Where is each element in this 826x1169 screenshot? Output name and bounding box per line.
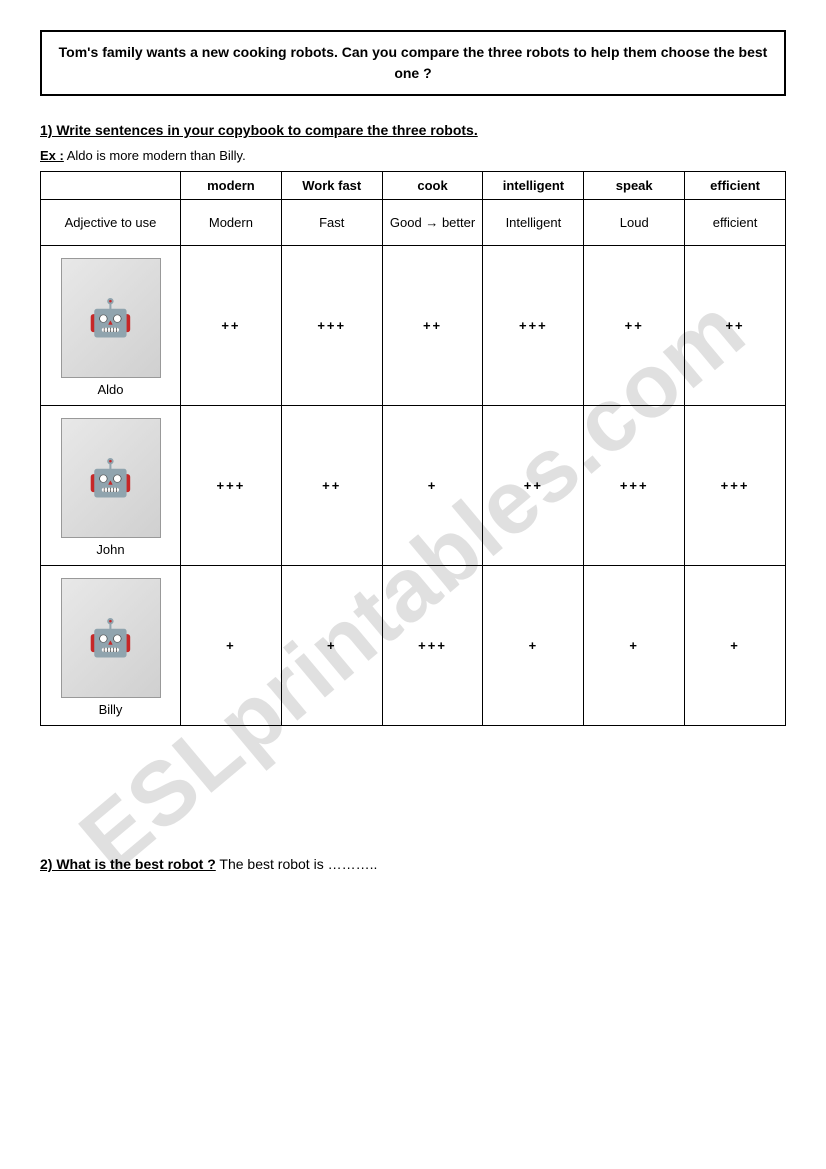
table-row: 🤖 Aldo ++ +++ ++ +++ ++ ++ (41, 246, 786, 406)
table-row: 🤖 John +++ ++ + ++ +++ +++ (41, 406, 786, 566)
header-col: modern (181, 172, 282, 200)
rating-cell: + (685, 566, 786, 726)
rating-cell: +++ (382, 566, 483, 726)
intro-box: Tom's family wants a new cooking robots.… (40, 30, 786, 96)
rating-cell: ++ (281, 406, 382, 566)
rating-cell: + (382, 406, 483, 566)
robot-cell: 🤖 John (41, 406, 181, 566)
adjective-cell: efficient (685, 200, 786, 246)
rating-cell: + (483, 566, 584, 726)
section1-title: 1) Write sentences in your copybook to c… (40, 122, 786, 138)
adjective-cell: Intelligent (483, 200, 584, 246)
adjective-cell: Loud (584, 200, 685, 246)
adjective-row: Adjective to use Modern Fast Good → bett… (41, 200, 786, 246)
rating-cell: +++ (584, 406, 685, 566)
robot-cell: 🤖 Aldo (41, 246, 181, 406)
rating-cell: ++ (685, 246, 786, 406)
rating-cell: ++ (584, 246, 685, 406)
section2-answer-lead: The best robot is ……….. (216, 856, 378, 872)
adjective-label: Adjective to use (41, 200, 181, 246)
section2: 2) What is the best robot ? The best rob… (40, 856, 786, 872)
rating-cell: ++ (483, 406, 584, 566)
robot-name: John (47, 542, 174, 557)
adjective-cell: Good → better (382, 200, 483, 246)
section2-question: 2) What is the best robot ? (40, 856, 216, 872)
rating-cell: +++ (281, 246, 382, 406)
worksheet-page: Tom's family wants a new cooking robots.… (0, 0, 826, 902)
header-col: cook (382, 172, 483, 200)
rating-cell: + (181, 566, 282, 726)
comparison-table: modern Work fast cook intelligent speak … (40, 171, 786, 726)
example-text: Aldo is more modern than Billy. (64, 148, 246, 163)
table-header-row: modern Work fast cook intelligent speak … (41, 172, 786, 200)
rating-cell: + (281, 566, 382, 726)
example-label: Ex : (40, 148, 64, 163)
rating-cell: +++ (181, 406, 282, 566)
robot-name: Billy (47, 702, 174, 717)
adjective-cell: Fast (281, 200, 382, 246)
header-col: intelligent (483, 172, 584, 200)
header-col: speak (584, 172, 685, 200)
header-col: Work fast (281, 172, 382, 200)
robot-name: Aldo (47, 382, 174, 397)
robot-icon: 🤖 (61, 578, 161, 698)
robot-cell: 🤖 Billy (41, 566, 181, 726)
adjective-cell: Modern (181, 200, 282, 246)
robot-icon: 🤖 (61, 418, 161, 538)
intro-text: Tom's family wants a new cooking robots.… (59, 44, 768, 81)
header-empty (41, 172, 181, 200)
robot-icon: 🤖 (61, 258, 161, 378)
rating-cell: ++ (181, 246, 282, 406)
example-line: Ex : Aldo is more modern than Billy. (40, 148, 786, 163)
rating-cell: +++ (483, 246, 584, 406)
rating-cell: +++ (685, 406, 786, 566)
header-col: efficient (685, 172, 786, 200)
rating-cell: ++ (382, 246, 483, 406)
rating-cell: + (584, 566, 685, 726)
table-row: 🤖 Billy + + +++ + + + (41, 566, 786, 726)
